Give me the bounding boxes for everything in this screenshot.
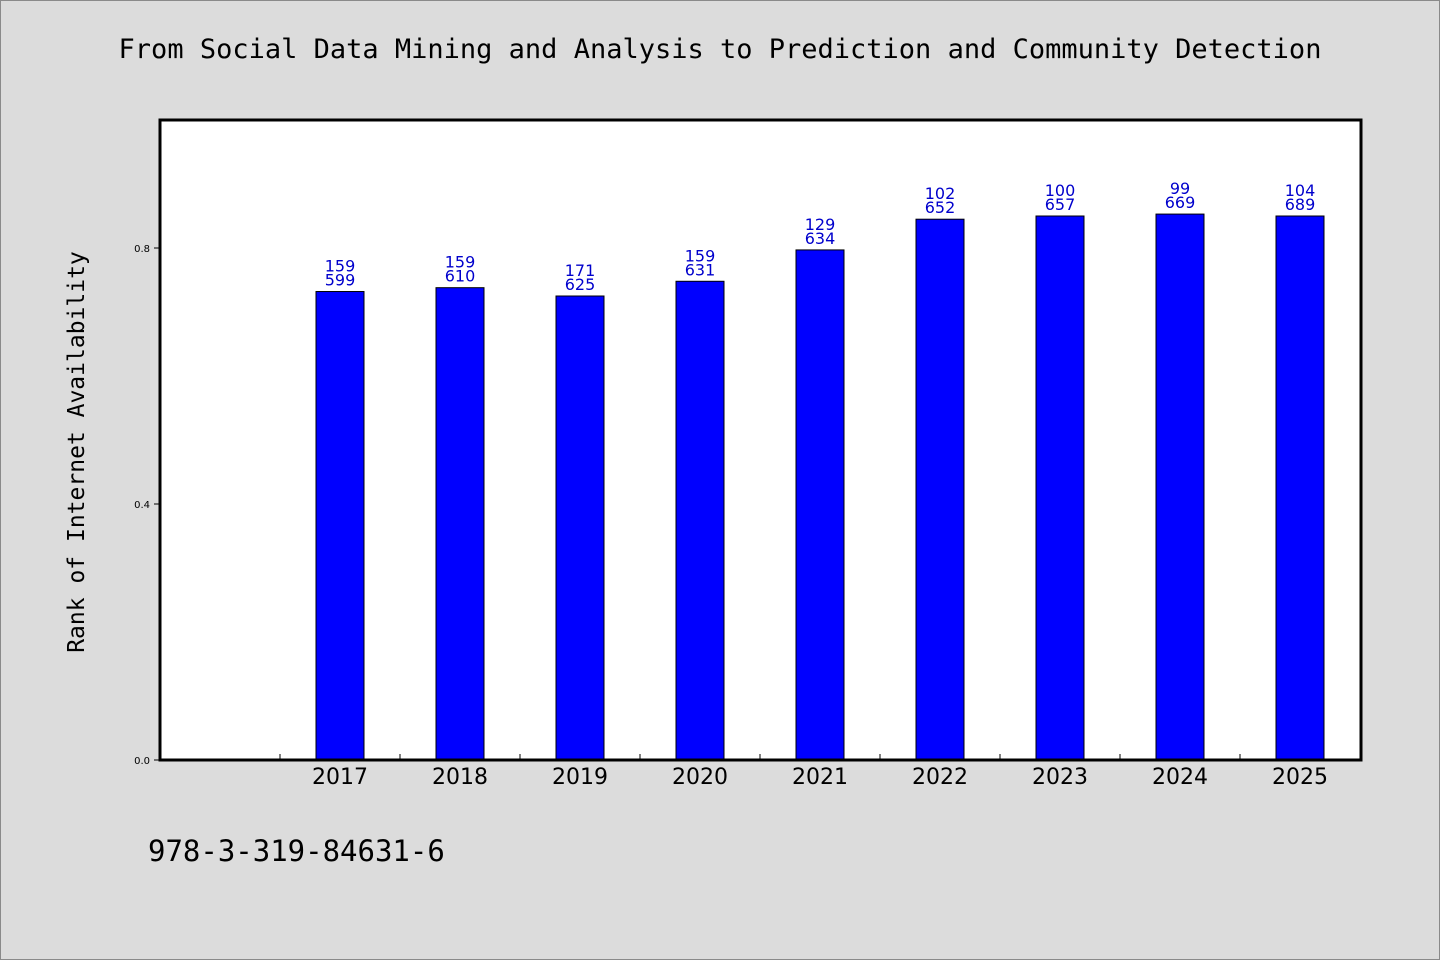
x-tick-label-2020: 2020 (672, 765, 728, 790)
data-label-bottom-2017: 599 (325, 271, 356, 290)
x-tick-label-2022: 2022 (912, 765, 968, 790)
data-label-top-2017: 159 (325, 257, 356, 276)
x-tick-label-2017: 2017 (312, 765, 368, 790)
bar-2021 (795, 249, 845, 761)
bar-2017 (315, 291, 365, 761)
x-tick-label-2025: 2025 (1272, 765, 1328, 790)
bar-2025 (1275, 215, 1325, 761)
bar-2024 (1155, 213, 1205, 761)
bar-2023 (1035, 215, 1085, 761)
bar-2022 (915, 218, 965, 761)
data-label-bottom-2018: 610 (445, 267, 476, 286)
data-label-top-2024: 99 (1170, 179, 1190, 198)
y-tick-label-0.8: 0.8 (134, 244, 150, 255)
data-label-bottom-2024: 669 (1165, 193, 1196, 212)
data-label-top-2021: 129 (805, 215, 836, 234)
plot-border (158, 118, 1363, 762)
chart-title: From Social Data Mining and Analysis to … (118, 34, 1322, 65)
x-tick-label-2021: 2021 (792, 765, 848, 790)
bar-2019 (555, 295, 605, 761)
x-tick-label-2024: 2024 (1152, 765, 1208, 790)
bar-2018 (435, 287, 485, 761)
data-label-bottom-2022: 652 (925, 198, 956, 217)
x-tick-label-2023: 2023 (1032, 765, 1088, 790)
x-tick-label-2019: 2019 (552, 765, 608, 790)
y-tick-label-0.0: 0.0 (134, 756, 150, 767)
data-label-bottom-2025: 689 (1285, 195, 1316, 214)
data-label-bottom-2020: 631 (685, 260, 716, 279)
data-label-top-2019: 171 (565, 261, 596, 280)
data-label-bottom-2023: 657 (1045, 195, 1076, 214)
x-tick-label-2018: 2018 (432, 765, 488, 790)
data-label-top-2022: 102 (925, 184, 956, 203)
data-label-bottom-2021: 634 (805, 229, 836, 248)
data-label-bottom-2019: 625 (565, 275, 596, 294)
data-label-top-2025: 104 (1285, 181, 1316, 200)
bar-2020 (675, 280, 725, 761)
data-label-top-2018: 159 (445, 253, 476, 272)
data-label-top-2023: 100 (1045, 181, 1076, 200)
isbn-text: 978-3-319-84631-6 (148, 834, 445, 868)
data-label-top-2020: 159 (685, 246, 716, 265)
y-tick-label-0.4: 0.4 (134, 500, 150, 511)
